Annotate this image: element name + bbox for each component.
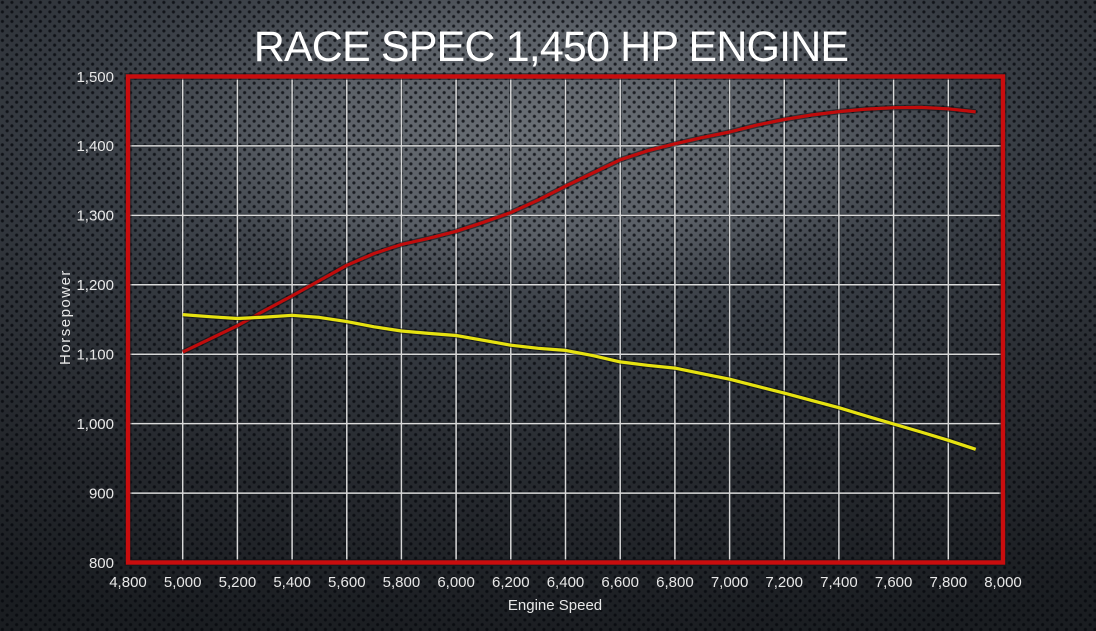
svg-text:5,200: 5,200 [219,574,257,591]
svg-text:6,600: 6,600 [601,574,639,591]
svg-text:900: 900 [89,485,114,502]
svg-text:6,800: 6,800 [656,574,694,591]
svg-text:Horsepower: Horsepower [57,269,74,365]
svg-text:RACE SPEC 1,450 HP ENGINE: RACE SPEC 1,450 HP ENGINE [254,23,849,71]
svg-text:5,600: 5,600 [328,574,366,591]
svg-text:7,800: 7,800 [930,574,968,591]
svg-text:1,300: 1,300 [76,208,114,225]
svg-text:5,000: 5,000 [164,574,202,591]
svg-text:8,000: 8,000 [984,574,1022,591]
svg-text:1,400: 1,400 [76,138,114,155]
svg-text:7,200: 7,200 [765,574,803,591]
svg-text:1,000: 1,000 [76,416,114,433]
svg-text:5,400: 5,400 [273,574,311,591]
svg-text:1,200: 1,200 [76,277,114,294]
svg-text:Engine Speed: Engine Speed [508,597,602,614]
svg-text:1,100: 1,100 [76,347,114,364]
svg-text:5,800: 5,800 [383,574,421,591]
svg-text:7,400: 7,400 [820,574,858,591]
svg-text:1,500: 1,500 [76,69,114,86]
svg-text:7,000: 7,000 [711,574,749,591]
svg-text:6,000: 6,000 [437,574,475,591]
svg-text:800: 800 [89,555,114,572]
svg-text:7,600: 7,600 [875,574,913,591]
svg-text:6,200: 6,200 [492,574,530,591]
svg-text:6,400: 6,400 [547,574,585,591]
svg-text:4,800: 4,800 [109,574,147,591]
